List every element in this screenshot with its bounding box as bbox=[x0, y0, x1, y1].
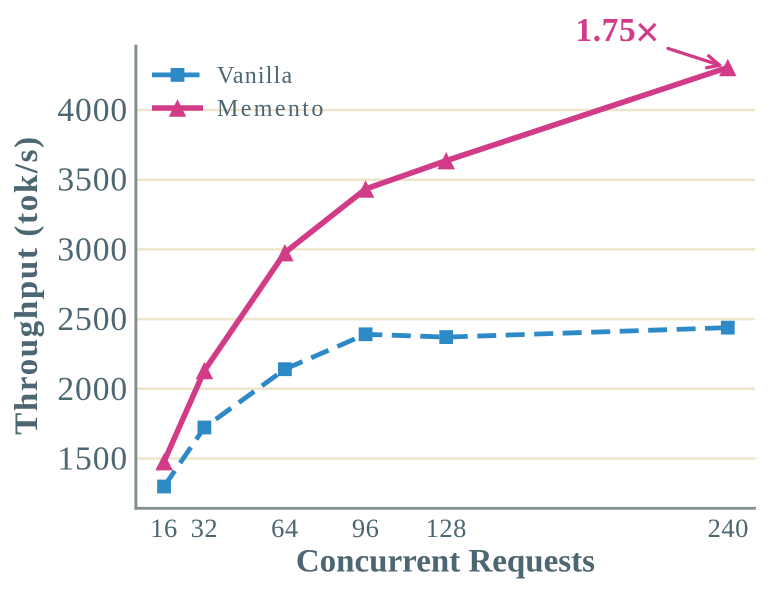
svg-text:128: 128 bbox=[426, 513, 467, 543]
svg-text:Throughput (tok/s): Throughput (tok/s) bbox=[9, 135, 45, 435]
svg-text:4000: 4000 bbox=[57, 92, 128, 129]
svg-text:Concurrent Requests: Concurrent Requests bbox=[296, 544, 595, 580]
svg-text:Vanilla: Vanilla bbox=[217, 63, 293, 89]
svg-text:96: 96 bbox=[352, 513, 380, 543]
svg-text:2500: 2500 bbox=[57, 301, 128, 338]
svg-text:16: 16 bbox=[150, 513, 178, 543]
svg-text:2000: 2000 bbox=[57, 371, 128, 408]
svg-text:3500: 3500 bbox=[57, 162, 128, 199]
svg-text:Memento: Memento bbox=[217, 96, 326, 122]
svg-text:64: 64 bbox=[271, 513, 299, 543]
svg-text:3000: 3000 bbox=[57, 231, 128, 268]
svg-text:1500: 1500 bbox=[57, 441, 128, 478]
svg-text:240: 240 bbox=[708, 513, 749, 543]
svg-text:32: 32 bbox=[191, 513, 219, 543]
